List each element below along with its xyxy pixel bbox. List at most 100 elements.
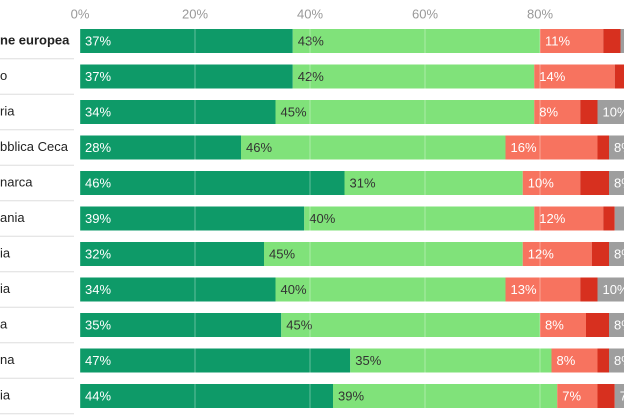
bar-segment	[292, 64, 535, 89]
value-label: 35%	[355, 353, 381, 368]
bar-segment	[534, 206, 604, 231]
bar-segment	[580, 171, 609, 195]
value-label: 11%	[545, 33, 570, 48]
value-label: 46%	[85, 175, 111, 190]
value-label: 34%	[85, 104, 111, 119]
value-label: 14%	[539, 69, 565, 84]
bar-segment	[557, 384, 598, 408]
value-label: 8%	[614, 140, 624, 155]
category-label: ia	[0, 245, 11, 260]
value-label: 35%	[85, 317, 111, 332]
bar-segment	[304, 206, 535, 231]
bar-segment	[609, 313, 624, 337]
value-label: 8%	[614, 246, 624, 261]
bar-segment	[344, 171, 523, 195]
bar-segment	[292, 29, 540, 53]
bar-segment	[80, 206, 305, 231]
bar-segment	[80, 29, 293, 53]
value-label: 31%	[350, 175, 376, 190]
x-tick-label: 40%	[297, 6, 323, 21]
value-label: 44%	[85, 388, 111, 403]
bar-segment	[614, 384, 624, 408]
bar-segment	[275, 100, 535, 124]
value-label: 8%	[545, 317, 564, 332]
value-label: 40%	[281, 282, 307, 297]
bar-segment	[281, 313, 540, 337]
bar-segment	[264, 242, 523, 266]
bar-segment	[80, 242, 264, 266]
value-label: 10%	[603, 104, 624, 119]
bar-segment	[603, 29, 621, 53]
bar-segment	[333, 384, 558, 408]
category-label: a	[0, 316, 8, 331]
value-label: 43%	[298, 33, 324, 48]
bar-segment	[540, 29, 604, 53]
x-tick-label: 80%	[527, 6, 553, 21]
value-label: 10%	[528, 175, 554, 190]
value-label: 12%	[539, 211, 565, 226]
bar-segment	[614, 206, 624, 231]
value-label: 47%	[85, 353, 111, 368]
value-label: 34%	[85, 282, 111, 297]
bar-segment	[580, 277, 598, 302]
value-label: 45%	[286, 317, 312, 332]
value-label: 8%	[614, 317, 624, 332]
bar-segment	[534, 64, 615, 89]
value-label: 8%	[614, 175, 624, 190]
category-label: ne europea	[0, 32, 70, 47]
x-tick-label: 0%	[71, 6, 90, 21]
bar-segment	[620, 29, 624, 53]
bar-segment	[522, 242, 592, 266]
bar-segment	[597, 277, 624, 302]
value-label: 40%	[309, 211, 335, 226]
category-label: narca	[0, 174, 33, 189]
value-label: 46%	[246, 140, 272, 155]
value-label: 39%	[85, 211, 111, 226]
value-label: 10%	[603, 282, 624, 297]
bar-segment	[275, 277, 506, 302]
bar-segment	[534, 100, 581, 124]
bar-segment	[505, 277, 581, 302]
bar-segment	[80, 171, 345, 195]
value-label: 37%	[85, 33, 111, 48]
bar-segment	[609, 135, 624, 160]
bar-segment	[609, 348, 624, 373]
bar-segment	[609, 171, 624, 195]
bar-segment	[522, 171, 581, 195]
bar-segment	[80, 135, 241, 160]
category-label: o	[0, 68, 7, 83]
category-label: ria	[0, 103, 15, 118]
bar-segment	[241, 135, 506, 160]
category-label: ia	[0, 281, 11, 296]
bar-segment	[597, 100, 624, 124]
bar-segment	[80, 277, 276, 302]
value-label: 28%	[85, 140, 111, 155]
value-label: 8%	[539, 104, 558, 119]
value-label: 16%	[511, 140, 537, 155]
value-label: 7%	[562, 388, 581, 403]
value-label: 39%	[338, 388, 364, 403]
bar-segment	[350, 348, 552, 373]
bar-segment	[597, 384, 615, 408]
bar-segment	[580, 100, 598, 124]
bar-segment	[80, 313, 282, 337]
category-label: ania	[0, 210, 25, 225]
bar-segment	[614, 64, 624, 89]
bar-segment	[603, 206, 615, 231]
value-label: 32%	[85, 246, 111, 261]
bar-segment	[591, 242, 609, 266]
x-tick-label: 60%	[412, 6, 438, 21]
value-label: 8%	[614, 353, 624, 368]
category-label: na	[0, 352, 15, 367]
bar-segment	[586, 313, 609, 337]
bar-segment	[597, 135, 609, 160]
category-label: bblica Ceca	[0, 139, 69, 154]
value-label: 13%	[511, 282, 537, 297]
value-label: 45%	[281, 104, 307, 119]
value-label: 42%	[298, 69, 324, 84]
bar-segment	[80, 64, 293, 89]
bar-segment	[80, 100, 276, 124]
bar-segment	[609, 242, 624, 266]
bar-segment	[597, 348, 609, 373]
